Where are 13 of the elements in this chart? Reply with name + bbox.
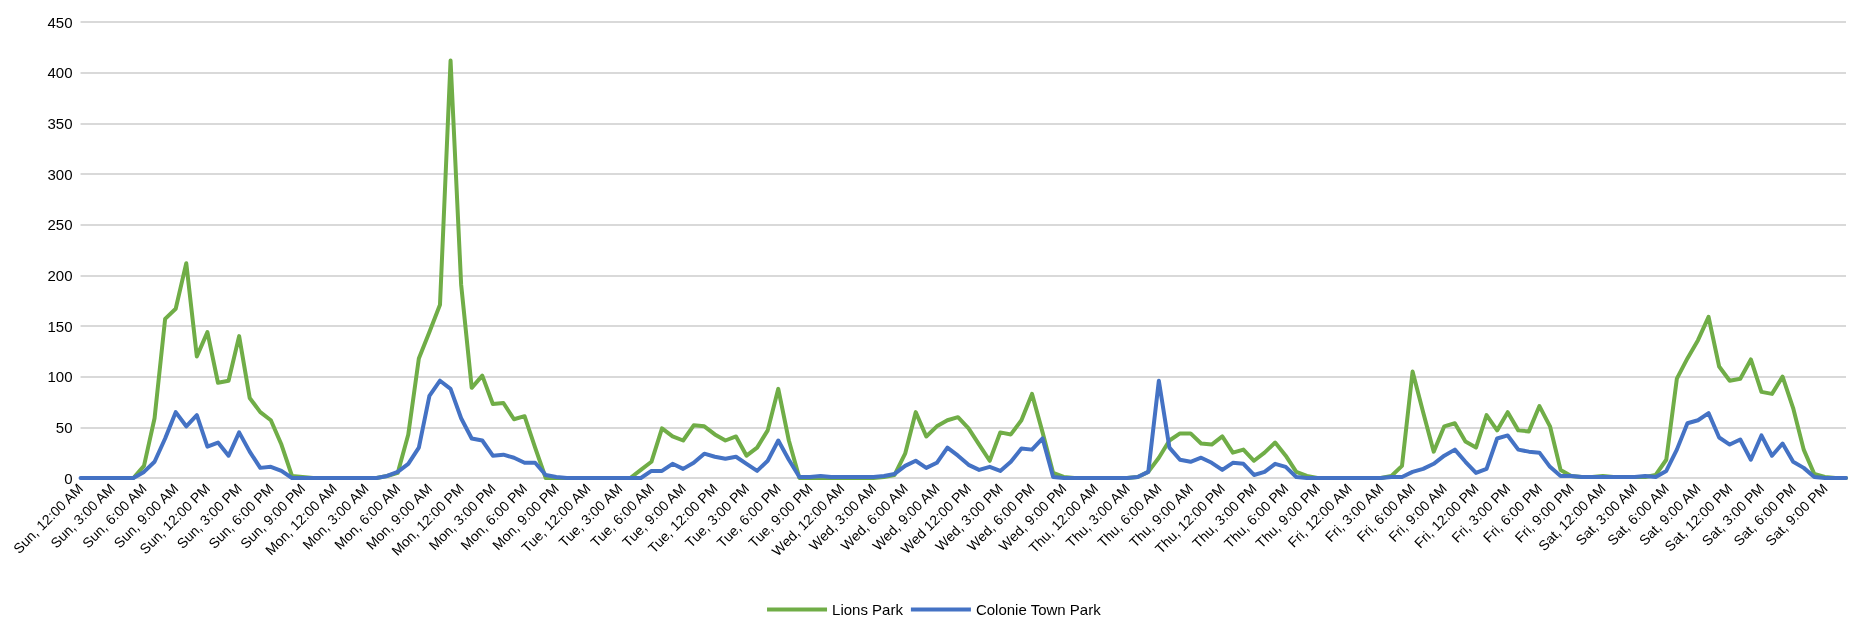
y-tick-label: 350 xyxy=(47,114,73,132)
y-tick-label: 200 xyxy=(47,266,73,284)
y-tick-label: 250 xyxy=(47,216,73,234)
y-tick-label: 100 xyxy=(47,368,73,386)
y-tick-label: 150 xyxy=(47,317,73,335)
legend-label: Lions Park xyxy=(832,601,904,618)
line-series xyxy=(78,378,1848,480)
y-tick-label: 50 xyxy=(55,418,73,436)
y-tick-label: 450 xyxy=(47,13,73,31)
y-tick-label: 400 xyxy=(47,64,73,82)
y-tick-label: 300 xyxy=(47,165,73,183)
legend-label: Colonie Town Park xyxy=(975,601,1102,618)
y-tick-label: 0 xyxy=(64,469,73,487)
